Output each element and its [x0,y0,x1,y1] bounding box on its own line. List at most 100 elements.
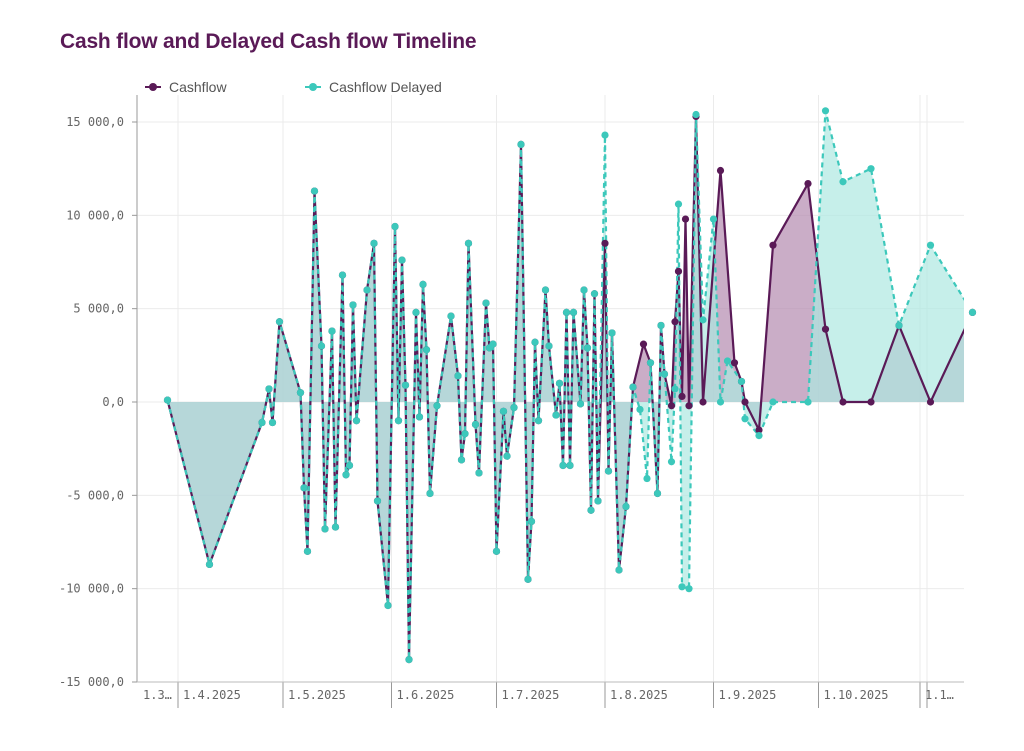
point-cashflow-delayed [968,308,977,316]
point-cashflow-delayed [646,359,655,367]
point-cashflow [769,241,777,249]
point-cashflow [678,392,686,400]
point-cashflow-delayed [317,342,326,350]
point-cashflow [699,398,707,406]
point-cashflow [716,166,725,175]
point-cashflow [926,398,935,406]
point-cashflow-delayed [587,506,595,514]
point-cashflow-delayed [569,308,578,316]
point-cashflow-delayed [321,525,329,533]
point-cashflow-delayed [723,357,732,365]
point-cashflow-delayed [373,497,382,505]
point-cashflow-delayed [205,560,214,569]
point-cashflow-delayed [475,469,483,477]
point-cashflow-delayed [342,471,350,479]
y-tick-label: 0,0 [102,395,124,409]
point-cashflow-delayed [671,385,679,393]
point-cashflow-delayed [629,383,637,391]
point-cashflow-delayed [716,398,725,406]
point-cashflow-delayed [394,417,403,425]
point-cashflow-delayed [601,131,609,139]
point-cashflow-delayed [534,417,543,425]
point-cashflow-delayed [370,239,378,247]
point-cashflow [674,267,683,275]
point-cashflow-delayed [338,271,347,279]
point-cashflow-delayed [636,405,644,414]
y-tick-label: -15 000,0 [59,675,124,689]
x-tick-label: 1.9.2025 [719,688,777,702]
point-cashflow-delayed [415,413,424,421]
legend-item-cashflow-delayed[interactable]: Cashflow Delayed [305,79,465,95]
point-cashflow-delayed [552,411,560,419]
point-cashflow-delayed [471,420,480,428]
point-cashflow-delayed [268,418,277,427]
point-cashflow-delayed [653,489,662,498]
point-cashflow-delayed [576,400,585,408]
legend-swatch-cashflow-delayed [305,82,321,92]
point-cashflow-delayed [699,316,707,324]
point-cashflow-delayed [555,379,564,387]
point-cashflow-delayed [769,398,777,406]
point-cashflow-delayed [562,308,571,316]
point-cashflow-delayed [419,280,427,288]
point-cashflow-delayed [345,461,354,470]
point-cashflow [755,426,763,434]
point-cashflow [839,398,847,406]
point-cashflow-delayed [692,110,700,119]
x-tick-label: 1.7.2025 [502,688,560,702]
point-cashflow-delayed [657,321,665,330]
point-cashflow-delayed [527,517,536,526]
y-tick-label: 15 000,0 [66,115,124,129]
point-cashflow-delayed [363,286,371,294]
point-cashflow-delayed [755,432,763,440]
area-cashflow-delayed [167,110,964,660]
point-cashflow-delayed [667,458,676,466]
point-cashflow [821,325,830,333]
point-cashflow-delayed [401,381,410,389]
point-cashflow [671,318,679,326]
point-cashflow-delayed [300,484,308,492]
point-cashflow-delayed [685,585,693,593]
area-fills [167,110,964,660]
point-cashflow-delayed [405,656,413,664]
chart-title: Cash flow and Delayed Cash flow Timeline [60,30,477,53]
point-cashflow-delayed [510,404,518,412]
x-tick-label: 1.4.2025 [183,688,241,702]
point-cashflow-delayed [412,308,420,316]
point-cashflow-delayed [839,178,847,186]
point-cashflow-delayed [615,566,623,574]
point-cashflow-delayed [674,200,683,208]
point-cashflow-delayed [454,372,462,380]
axes: 15 000,0 10 000,0 5 000,0 0,0 -5 000,0 -10 00… [59,95,964,708]
x-tick-label: 1.1… [925,688,954,702]
point-cashflow-delayed [482,299,490,307]
point-cashflow-delayed [258,418,266,427]
point-cashflow-delayed [643,474,651,483]
point-cashflow-delayed [895,321,903,330]
point-cashflow-delayed [426,489,434,498]
x-tick-label: 1.3… [143,688,172,702]
point-cashflow-delayed [583,344,592,352]
point-cashflow-delayed [804,398,812,406]
point-cashflow-delayed [447,312,455,320]
point-cashflow-delayed [464,239,473,247]
point-cashflow-delayed [517,140,525,148]
point-cashflow-delayed [678,583,686,591]
point-cashflow [667,402,676,410]
line-cashflow-delayed [166,109,964,661]
point-cashflow-delayed [275,318,284,326]
point-cashflow-delayed [163,396,172,404]
legend-item-cashflow[interactable]: Cashflow [145,79,305,95]
point-cashflow-delayed [296,389,305,397]
point-cashflow-delayed [660,370,669,378]
point-cashflow-delayed [821,107,830,115]
point-cashflow-delayed [604,467,613,475]
point-cashflow [681,215,690,223]
y-tick-label: -10 000,0 [59,582,124,596]
point-cashflow-delayed [531,338,539,346]
point-cashflow-delayed [709,215,718,223]
point-cashflow [639,340,648,348]
point-cashflow-delayed [559,461,567,470]
point-cashflow-delayed [503,452,511,460]
